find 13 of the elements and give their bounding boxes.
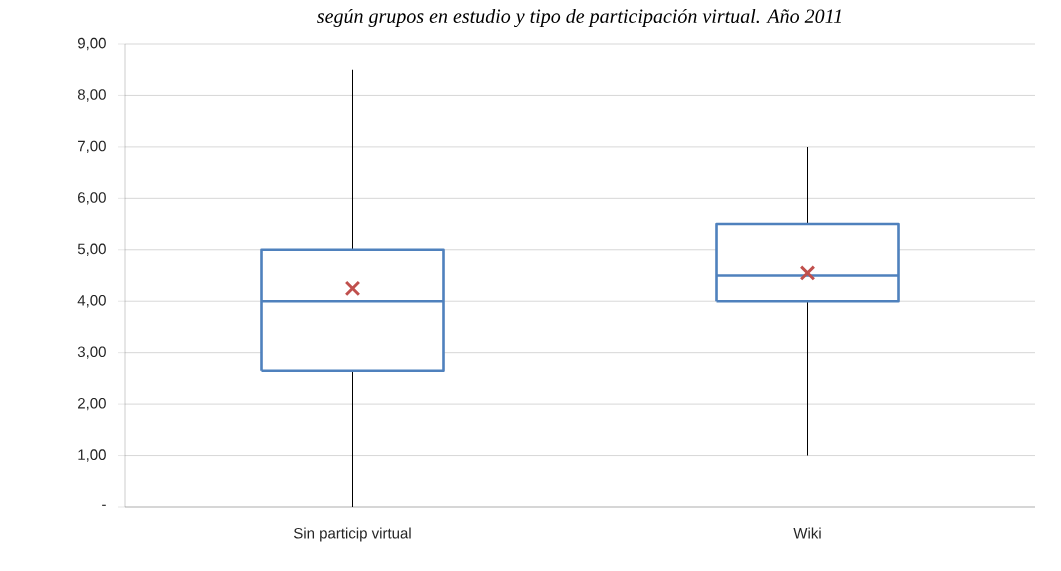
y-tick-label: 1,00	[78, 449, 106, 462]
y-tick-label: 7,00	[78, 140, 106, 154]
chart-title: según grupos en estudio y tipo de participación virtual. Año 2011	[317, 8, 842, 28]
y-tick-label: 3,00	[77, 346, 106, 359]
x-tick-label: Sin particip virtual	[293, 527, 411, 542]
y-tick-label: 2,00	[78, 397, 106, 411]
y-tick-label: 4,00	[77, 295, 106, 308]
y-tick-label: 8,00	[77, 89, 106, 102]
y-tick-label: 5,00	[77, 243, 106, 256]
y-tick-label: 6,00	[78, 192, 106, 205]
y-tick-label: 9,00	[77, 37, 106, 51]
x-tick-label: Wiki	[793, 527, 821, 539]
y-tick-label: -	[102, 504, 106, 506]
